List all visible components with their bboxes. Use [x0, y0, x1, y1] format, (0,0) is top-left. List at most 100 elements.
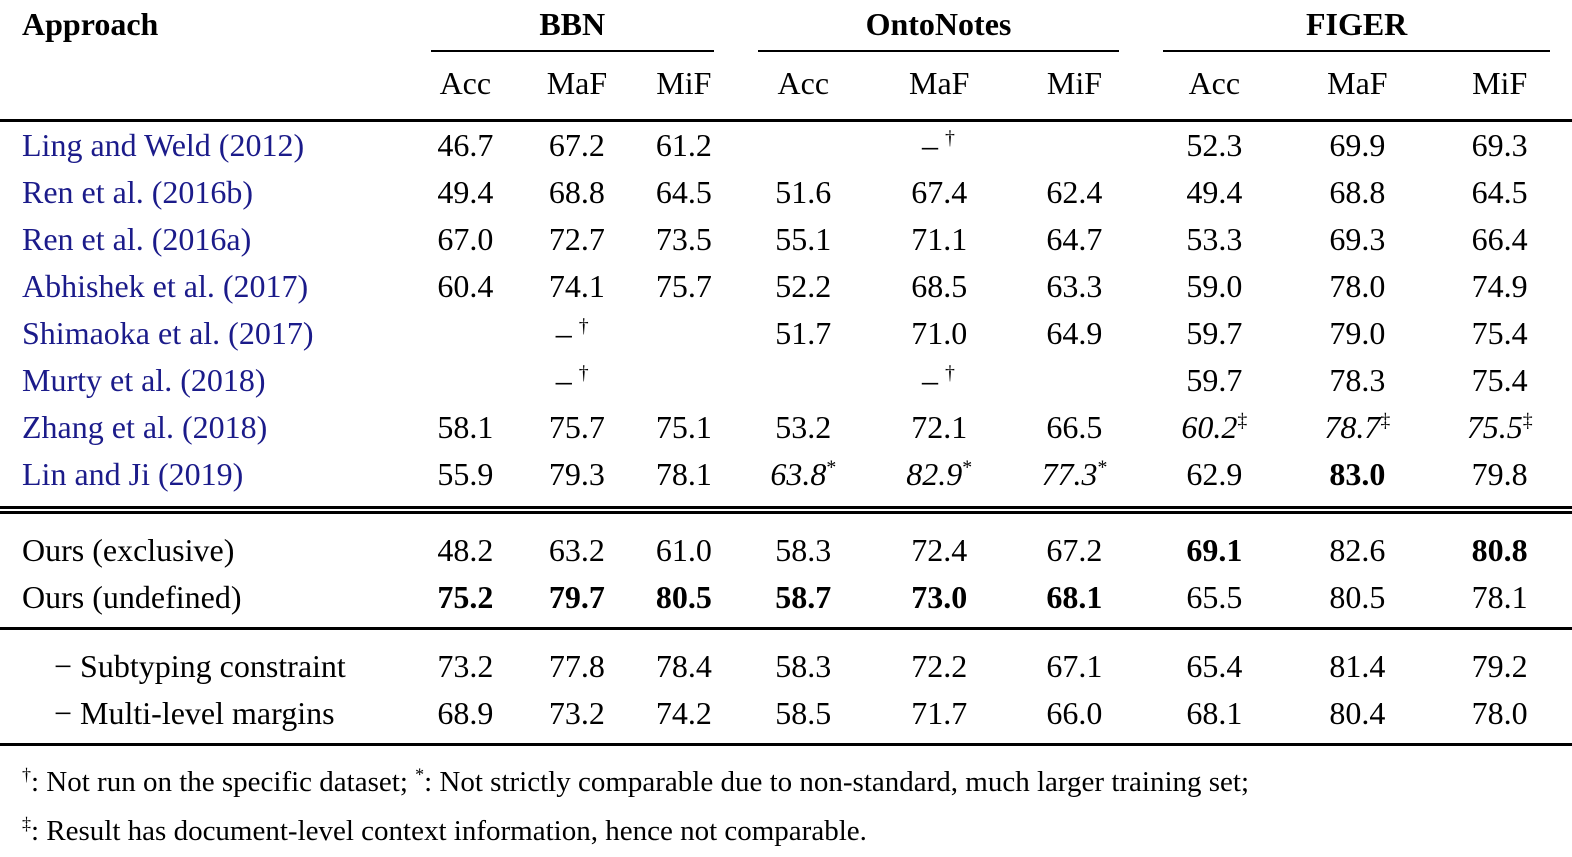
metric-value: 63.2 — [548, 532, 605, 568]
metric-value-cell: 60.4 — [409, 263, 522, 310]
approach-cell: Ours (exclusive) — [0, 510, 409, 574]
group-label-ontonotes: OntoNotes — [757, 6, 1120, 52]
metric-value-cell: 69.1 — [1141, 510, 1287, 574]
na-dash: – — [555, 315, 572, 351]
metric-value-cell: 64.9 — [1008, 310, 1142, 357]
metric-value-cell: 69.9 — [1287, 121, 1427, 170]
metric-value-cell: 52.3 — [1141, 121, 1287, 170]
metric-value-cell: 80.4 — [1287, 690, 1428, 746]
metric-value: 64.9 — [1046, 315, 1103, 351]
na-dash: – — [922, 362, 938, 398]
metric-value: 51.6 — [775, 174, 832, 210]
metric-value: 79.3 — [548, 456, 605, 492]
citation-link[interactable]: Murty et al. (2018) — [22, 362, 266, 398]
metric-header-onto-acc: Acc — [735, 52, 871, 122]
metric-value-cell: 64.5 — [632, 169, 736, 216]
dagger-marker: † — [578, 362, 589, 385]
metric-value-cell: 71.7 — [870, 690, 1008, 746]
metric-value-cell: 79.2 — [1427, 629, 1572, 691]
metric-value: 73.2 — [548, 695, 605, 731]
footnote-text: : Result has document-level context info… — [30, 815, 867, 847]
metric-value: 55.1 — [775, 221, 832, 257]
metric-value-cell: 80.5 — [1287, 574, 1428, 630]
dagger-marker: † — [578, 315, 589, 338]
metric-value-cell: 52.2 — [736, 263, 871, 310]
dagger-marker: † — [945, 362, 955, 385]
metric-value: 72.4 — [911, 532, 968, 568]
not-run-cell: – † — [736, 357, 1142, 404]
metric-value: 59.7 — [1186, 315, 1243, 351]
metric-value: 59.7 — [1186, 362, 1243, 398]
metric-value: 72.1 — [911, 409, 968, 445]
metric-value: 51.7 — [775, 315, 832, 351]
metric-value: 58.3 — [775, 648, 832, 684]
footnote-marker: † — [22, 764, 31, 785]
table-row: − Multi-level margins 68.9 73.2 74.2 58.5 71.… — [0, 690, 1572, 746]
metric-value-cell: 73.5 — [632, 216, 736, 263]
metric-value-cell: 64.7 — [1008, 216, 1142, 263]
metric-value: 48.2 — [437, 532, 494, 568]
not-run-cell: – † — [409, 357, 736, 404]
metric-value: 65.5 — [1186, 579, 1243, 615]
approach-cell: Lin and Ji (2019) — [0, 451, 409, 514]
citation-link[interactable]: Abhishek et al. (2017) — [22, 268, 309, 304]
citation-link[interactable]: Ling and Weld (2012) — [22, 127, 305, 163]
row-label: Ours (exclusive) — [22, 532, 235, 568]
metric-value: 52.3 — [1186, 127, 1243, 163]
approach-cell: Abhishek et al. (2017) — [0, 263, 409, 310]
citation-link[interactable]: Ren et al. (2016b) — [22, 174, 254, 210]
metric-value: 78.0 — [1329, 268, 1386, 304]
metric-value: 58.1 — [437, 409, 494, 445]
metric-value-cell: 69.3 — [1427, 121, 1572, 170]
footnote-marker: ‡ — [22, 813, 31, 834]
metric-value-cell: 67.2 — [1008, 510, 1142, 574]
metric-value: 49.4 — [1186, 174, 1243, 210]
table-row: Murty et al. (2018) – † – † 59.7 78.3 75.4 — [0, 357, 1572, 404]
metric-value-cell: 72.2 — [871, 629, 1008, 691]
footnote-marker: * — [826, 456, 837, 479]
metric-value: 67.2 — [548, 127, 605, 163]
metric-value: 53.2 — [775, 409, 832, 445]
table-row: Shimaoka et al. (2017) – † 51.7 71.0 64.9 59.7… — [0, 310, 1572, 357]
citation-link[interactable]: Lin and Ji (2019) — [22, 456, 244, 492]
metric-value-cell: 67.2 — [522, 121, 632, 170]
metric-value: 69.3 — [1329, 221, 1386, 257]
metric-value: 73.0 — [911, 579, 968, 615]
metric-value: 79.2 — [1471, 648, 1528, 684]
footnote-line: †: Not run on the specific dataset; *: N… — [22, 758, 1548, 807]
group-header-bbn: BBN — [409, 4, 736, 52]
metric-value: 75.4 — [1471, 315, 1528, 351]
metric-value: 75.2 — [437, 579, 494, 615]
footnote-marker: ‡ — [1237, 409, 1248, 432]
footnote-marker: * — [415, 764, 425, 785]
metric-value-cell: 73.2 — [409, 629, 522, 691]
metric-value: 69.3 — [1471, 127, 1528, 163]
metric-value: 58.7 — [775, 579, 832, 615]
metric-value-cell: 80.5 — [631, 574, 736, 630]
citation-link[interactable]: Ren et al. (2016a) — [22, 221, 252, 257]
citation-link[interactable]: Zhang et al. (2018) — [22, 409, 268, 445]
metric-value-cell: 75.4 — [1427, 357, 1572, 404]
footnote-marker: * — [962, 456, 973, 479]
approach-cell: Ren et al. (2016a) — [0, 216, 409, 263]
group-label-bbn: BBN — [430, 6, 714, 52]
row-label: − Subtyping constraint — [54, 648, 346, 684]
table-row: Ours (exclusive) 48.2 63.2 61.0 58.3 72.4 67.2… — [0, 510, 1572, 574]
citation-link[interactable]: Shimaoka et al. (2017) — [22, 315, 314, 351]
metric-value-cell: 53.2 — [736, 404, 871, 451]
metric-value-cell: 79.3 — [521, 451, 632, 514]
metric-value-cell: 67.4 — [871, 169, 1008, 216]
metric-value: 46.7 — [437, 127, 494, 163]
metric-value: 65.4 — [1186, 648, 1243, 684]
metric-value: 62.4 — [1046, 174, 1103, 210]
approach-cell: Ling and Weld (2012) — [0, 121, 409, 170]
metric-value-cell: 71.0 — [871, 310, 1008, 357]
metric-value-cell: 55.9 — [408, 451, 522, 514]
group-header-figer: FIGER — [1141, 4, 1572, 52]
metric-value: 80.8 — [1471, 532, 1528, 568]
metric-value-cell: 51.7 — [736, 310, 871, 357]
metric-value: 72.2 — [911, 648, 968, 684]
metric-value: 67.4 — [911, 174, 968, 210]
metric-value: 68.5 — [911, 268, 968, 304]
